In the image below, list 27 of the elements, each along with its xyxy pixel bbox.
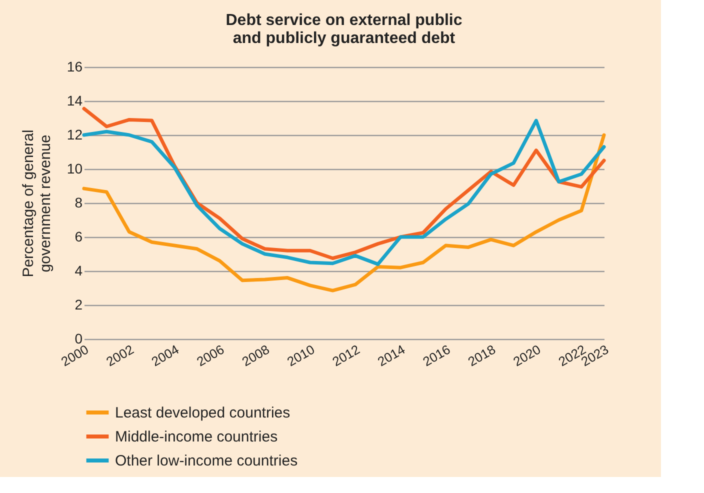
y-tick-label: 14 xyxy=(66,92,83,108)
y-tick-label: 2 xyxy=(74,296,83,312)
legend-label: Least developed countries xyxy=(115,404,290,422)
x-tick-label: 2006 xyxy=(194,342,227,370)
x-tick-label: 2018 xyxy=(465,342,498,370)
x-tick-label: 2002 xyxy=(104,342,136,370)
x-tick-label: 2014 xyxy=(374,342,408,370)
line-series xyxy=(82,133,606,292)
x-tick-label: 2016 xyxy=(420,342,453,370)
y-tick-label: 6 xyxy=(74,228,83,244)
y-tick-label: 16 xyxy=(66,58,83,74)
y-tick-label: 10 xyxy=(66,160,83,176)
text: government revenue xyxy=(36,134,54,272)
x-tick-label: 2008 xyxy=(239,342,272,370)
x-tick-label: 2012 xyxy=(330,342,362,370)
legend-label: Other low-income countries xyxy=(115,452,298,470)
y-tick-label: 8 xyxy=(74,194,83,210)
x-tick-label: 2020 xyxy=(510,342,544,370)
legend-label: Middle-income countries xyxy=(115,428,278,446)
y-tick-label: 12 xyxy=(66,126,83,142)
y-tick-label: 0 xyxy=(74,330,83,346)
text: Debt service on external public xyxy=(226,12,462,29)
x-tick-label: 2010 xyxy=(284,342,318,370)
y-tick-label: 4 xyxy=(74,262,83,278)
x-tick-label: 2004 xyxy=(148,342,182,370)
text: Percentage of general xyxy=(20,130,37,278)
text: and publicly guaranteed debt xyxy=(232,30,456,47)
